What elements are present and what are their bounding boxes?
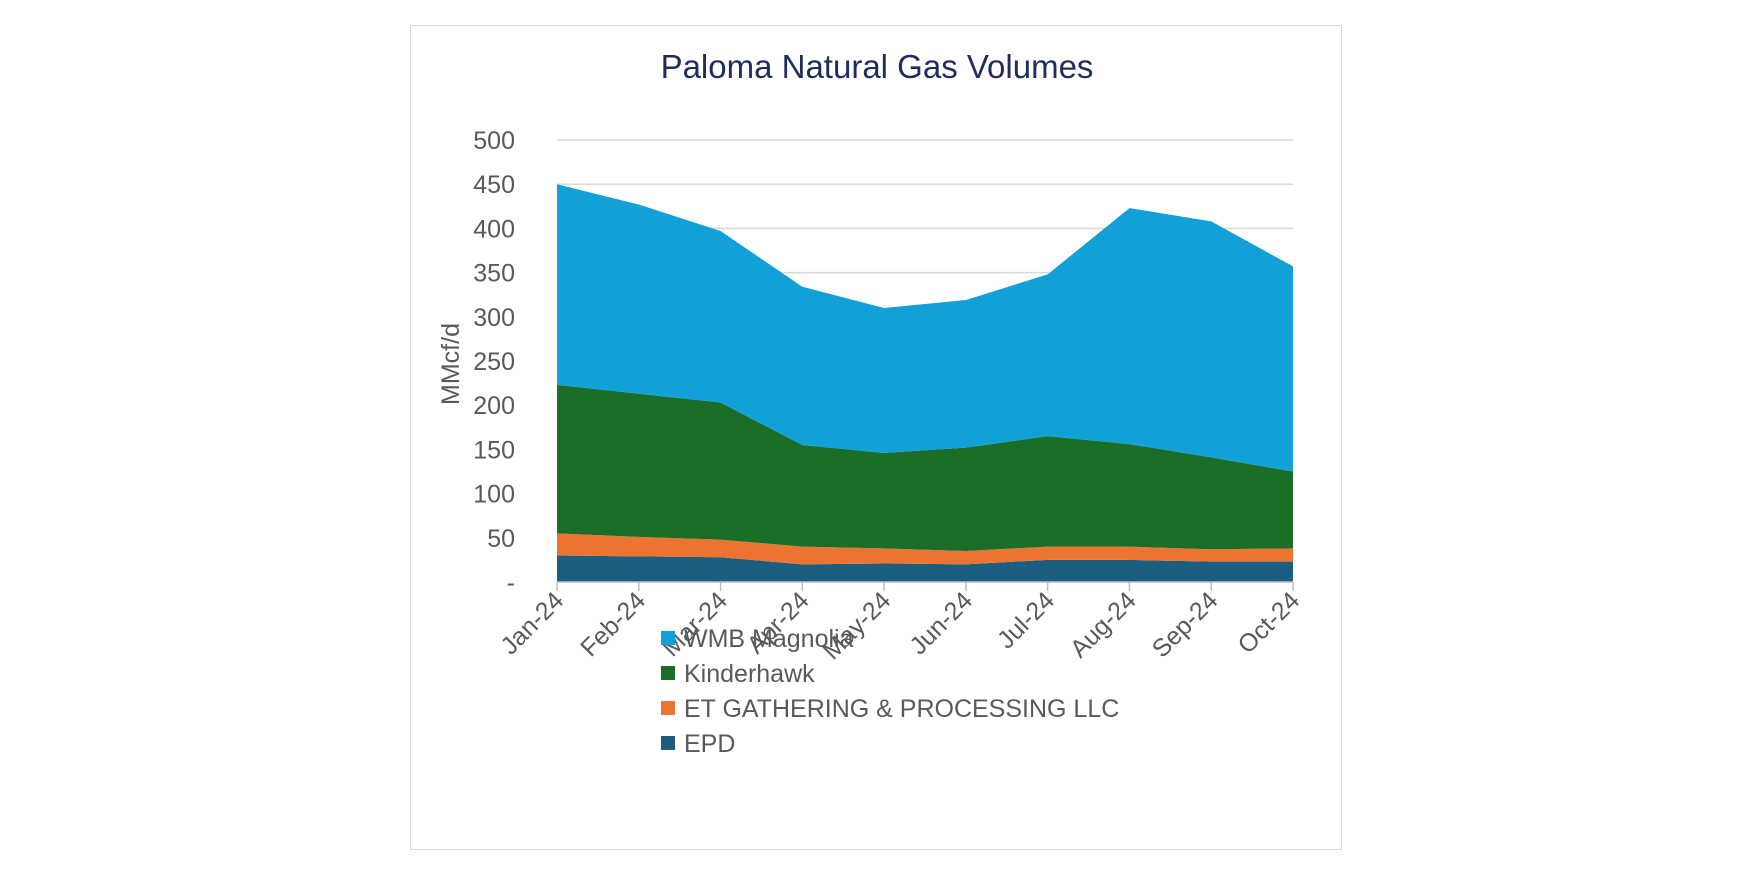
x-tick-label: Jul-24 [992,586,1060,654]
legend-label: EPD [684,730,735,758]
legend: WMB Magnolia Kinderhawk ET GATHERING & PRO… [661,625,1119,758]
area-series-kinderhawk [557,384,1293,552]
legend-swatch [661,736,675,750]
legend-label: Kinderhawk [684,660,815,688]
legend-label: WMB Magnolia [684,625,854,653]
y-axis-title: MMcf/d [437,323,465,405]
y-tick-label: 300 [473,304,515,332]
x-tick-label: Jun-24 [904,586,978,660]
x-tick-label: Feb-24 [575,586,651,662]
x-tick-label: Aug-24 [1065,586,1142,663]
y-tick-label: 50 [487,525,515,553]
area-series-epd [557,555,1293,582]
y-tick-label: 200 [473,392,515,420]
chart-frame: Paloma Natural Gas Volumes - 50 100 150 200 2… [410,25,1342,850]
area-series-wmb-magnolia [557,184,1293,472]
y-tick-label: - [507,569,515,597]
x-tick-label: Jan-24 [495,586,569,660]
y-tick-label: 250 [473,348,515,376]
y-tick-label: 100 [473,481,515,509]
stacked-area-chart: Paloma Natural Gas Volumes - 50 100 150 200 2… [437,48,1305,758]
y-tick-label: 150 [473,436,515,464]
legend-swatch [661,701,675,715]
y-tick-label: 400 [473,215,515,243]
legend-label: ET GATHERING & PROCESSING LLC [684,695,1119,723]
area-series [557,184,1293,582]
y-tick-label: 450 [473,171,515,199]
x-tick-label: Oct-24 [1232,586,1305,659]
legend-swatch [661,666,675,680]
x-tick-label: Sep-24 [1147,586,1224,663]
y-tick-label: 500 [473,127,515,155]
chart-title: Paloma Natural Gas Volumes [661,48,1094,85]
y-tick-label: 350 [473,260,515,288]
area-series-et-gathering-processing-llc [557,533,1293,565]
legend-swatch [661,631,675,645]
